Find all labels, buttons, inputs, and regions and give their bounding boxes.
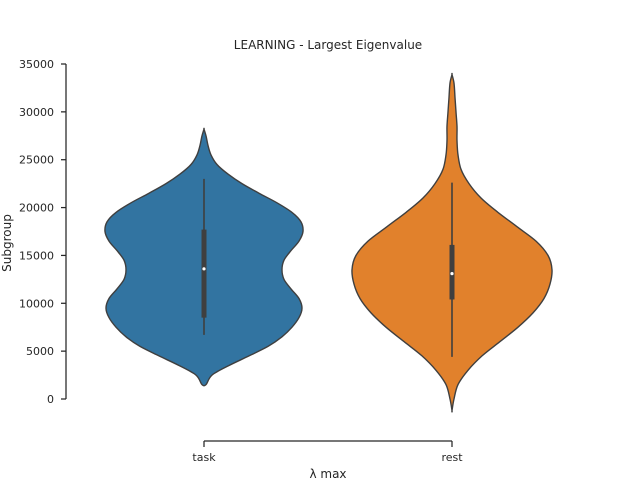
y-tick-label: 35000 — [19, 58, 54, 71]
y-tick-label: 10000 — [19, 297, 54, 310]
y-tick-label: 30000 — [19, 106, 54, 119]
y-axis: 0 5000 10000 15000 20000 25000 30000 35000 — [19, 58, 67, 406]
violin-median-point — [202, 267, 206, 271]
y-tick-label: 5000 — [26, 345, 54, 358]
violin-iqr-box — [201, 229, 207, 318]
chart-title: LEARNING - Largest Eigenvalue — [234, 38, 422, 52]
x-tick-label: rest — [441, 451, 463, 464]
x-tick-label: task — [192, 451, 216, 464]
x-axis-label: λ max — [309, 467, 346, 480]
y-tick-label: 15000 — [19, 249, 54, 262]
y-axis-label: Subgroup — [0, 214, 14, 272]
violins — [104, 72, 553, 413]
x-axis: task rest — [192, 440, 463, 464]
y-tick-label: 25000 — [19, 154, 54, 167]
violin-task — [104, 127, 304, 387]
violin-median-point — [450, 272, 454, 276]
y-tick-label: 20000 — [19, 202, 54, 215]
violin-rest — [351, 72, 553, 413]
y-tick-label: 0 — [47, 393, 54, 406]
